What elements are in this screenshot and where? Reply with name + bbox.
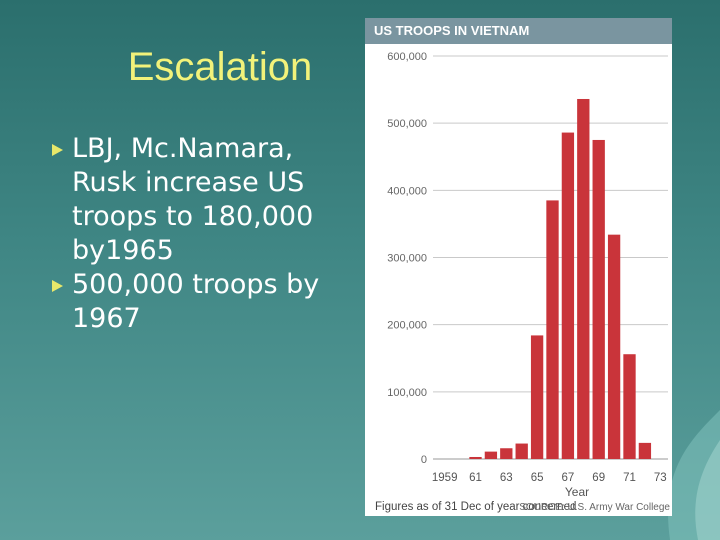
bar-1968 — [577, 98, 590, 459]
bar-1965 — [530, 335, 544, 459]
y-tick-label: 100,000 — [387, 387, 427, 399]
bar-1963 — [500, 448, 513, 459]
bar-1971 — [623, 354, 636, 459]
y-tick-label: 500,000 — [387, 118, 427, 130]
decorative-wave — [668, 410, 720, 540]
bullet-text: 500,000 troops by 1967 — [72, 269, 320, 334]
x-tick-label: 67 — [562, 472, 575, 484]
y-tick-label: 600,000 — [387, 51, 427, 63]
chart-note: Figures as of 31 Dec of year concerned — [375, 501, 576, 513]
bar-1966 — [546, 200, 559, 460]
x-tick-label: 73 — [654, 472, 667, 484]
bullet-item: 500,000 troops by 1967 — [52, 268, 352, 336]
triangle-bullet-icon — [52, 144, 63, 156]
bar-1962 — [484, 451, 498, 459]
x-tick-label: 71 — [623, 472, 636, 484]
y-tick-label: 400,000 — [387, 185, 427, 197]
chart-title: US TROOPS IN VIETNAM — [365, 18, 672, 44]
x-tick-label: 63 — [500, 472, 513, 484]
triangle-bullet-icon — [52, 280, 63, 292]
slide-title: Escalation — [127, 45, 313, 89]
y-tick-label: 200,000 — [387, 320, 427, 332]
bar-1967 — [561, 132, 575, 459]
bullet-text: LBJ, Mc.Namara, Rusk increase US troops … — [72, 133, 314, 266]
bullet-list: LBJ, Mc.Namara, Rusk increase US troops … — [52, 132, 352, 336]
bar-1972 — [638, 442, 652, 459]
y-tick-label: 0 — [421, 454, 427, 466]
chart-panel: US TROOPS IN VIETNAM 0 100,000 200,000 300,… — [365, 18, 672, 516]
troops-bar-chart: 0 100,000 200,000 300,000 400,000 500,000 600,… — [375, 51, 668, 513]
bar-1964 — [515, 443, 528, 459]
bullet-item: LBJ, Mc.Namara, Rusk increase US troops … — [52, 132, 352, 268]
chart-source: SOURCE: U.S. Army War College — [519, 502, 670, 513]
x-axis-label: Year — [565, 485, 589, 499]
y-tick-label: 300,000 — [387, 253, 427, 265]
x-tick-label: 65 — [531, 472, 544, 484]
x-tick-label: 69 — [592, 472, 605, 484]
bar-1969 — [592, 139, 605, 459]
x-tick-label: 61 — [469, 472, 482, 484]
x-tick-label: 1959 — [432, 472, 458, 484]
bar-1970 — [607, 234, 621, 459]
bar-1961 — [469, 456, 482, 459]
